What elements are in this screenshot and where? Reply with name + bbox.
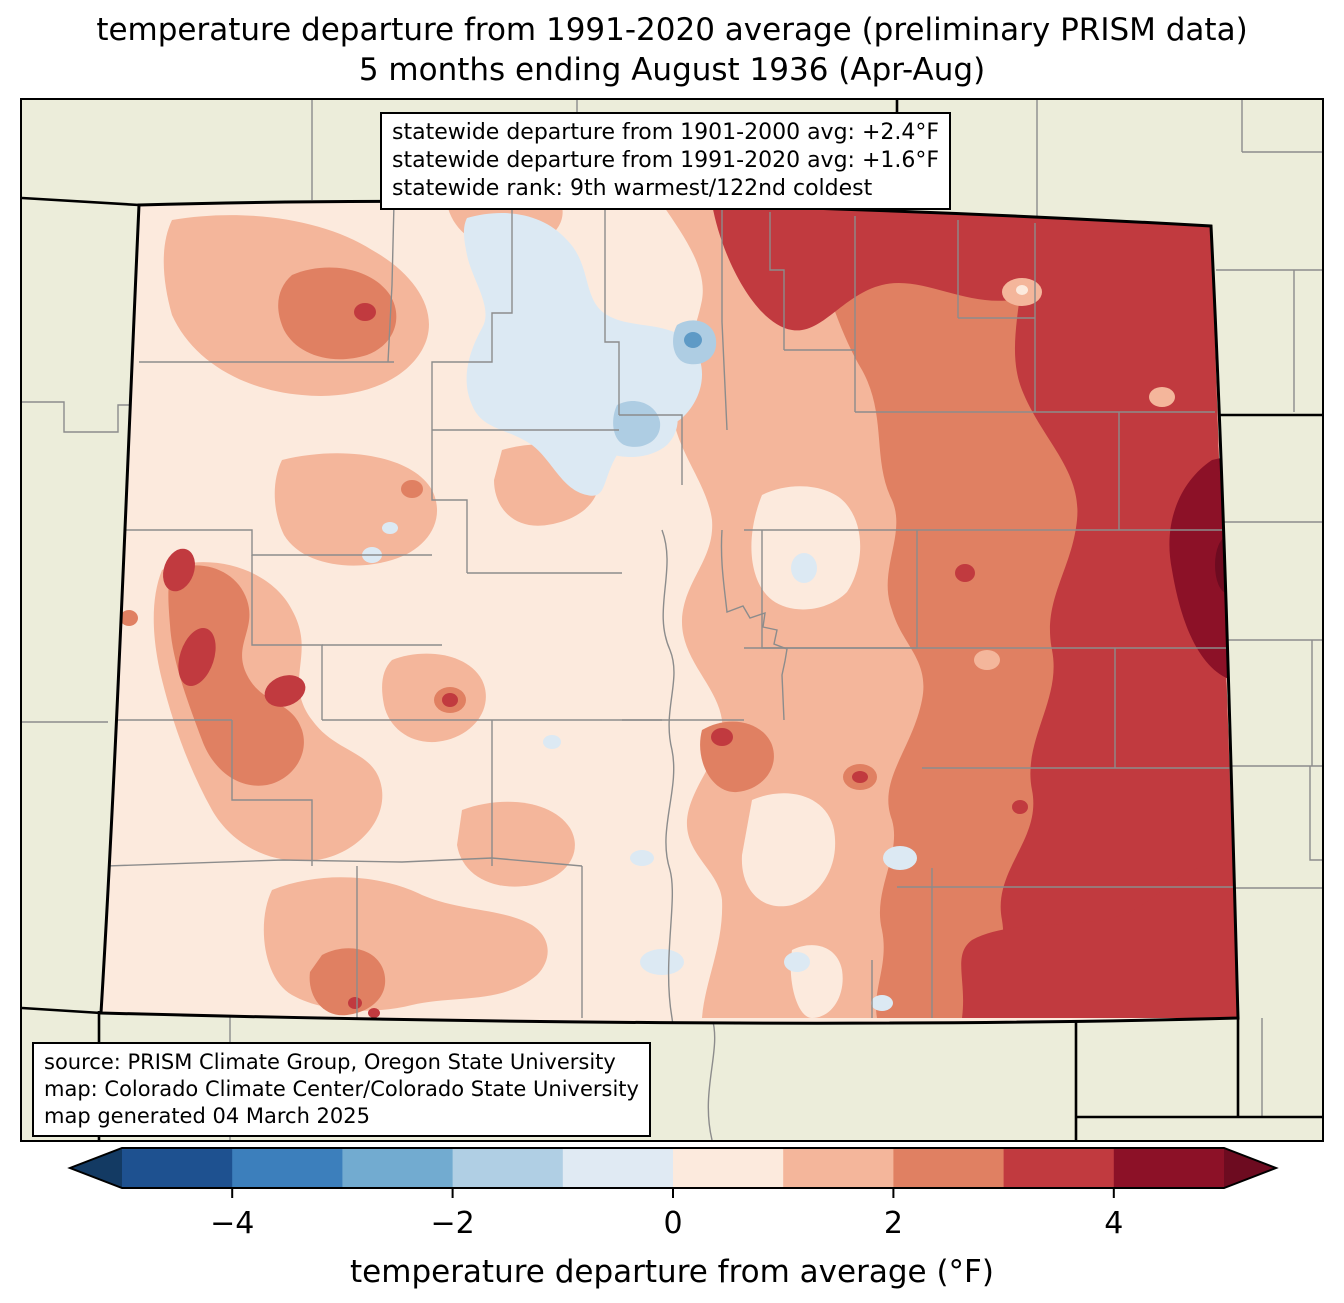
title-line-2: 5 months ending August 1936 (Apr-Aug) [358, 52, 986, 88]
colorbar-segment [1003, 1148, 1115, 1188]
colorbar-tick-label: −2 [430, 1206, 474, 1241]
county-lines [105, 202, 1234, 1024]
source-line-1: source: PRISM Climate Group, Oregon Stat… [44, 1050, 616, 1074]
temperature-field [101, 201, 1238, 1024]
colorbar-tick-label: 0 [663, 1206, 682, 1241]
colorbar-segment [122, 1148, 233, 1188]
map-panel: statewide departure from 1901-2000 avg: … [20, 98, 1324, 1142]
colorbar-arrow-under [70, 1148, 122, 1188]
stats-line-2: statewide departure from 1991-2020 avg: … [392, 148, 940, 173]
colorbar-axis-label: temperature departure from average (°F) [350, 1254, 994, 1290]
neighbor-county-lines [22, 100, 1322, 1140]
colorbar-segments [70, 1148, 1276, 1188]
colorbar-segment [342, 1148, 454, 1188]
colorbar-segment [673, 1148, 784, 1188]
colorado-map-svg [22, 100, 1322, 1140]
stats-box: statewide departure from 1901-2000 avg: … [380, 112, 952, 210]
source-line-3: map generated 04 March 2025 [44, 1104, 371, 1128]
colorbar-segment [452, 1148, 564, 1188]
colorbar-outline [67, 1147, 1279, 1189]
stats-line-1: statewide departure from 1901-2000 avg: … [392, 120, 940, 145]
colorbar-segment [783, 1148, 894, 1188]
figure-title: temperature departure from 1991-2020 ave… [0, 10, 1344, 90]
colorbar-arrow-over [1224, 1148, 1276, 1188]
colorbar-tick-label: −4 [210, 1206, 254, 1241]
source-line-2: map: Colorado Climate Center/Colorado St… [44, 1077, 639, 1101]
colorbar-segment [232, 1148, 343, 1188]
colorbar-tick-label: 2 [884, 1206, 903, 1241]
colorbar-ticks: −4 −2 0 2 4 [210, 1188, 1123, 1241]
source-box: source: PRISM Climate Group, Oregon Stat… [32, 1042, 651, 1137]
colorbar-segment [562, 1148, 674, 1188]
colorbar-tick-label: 4 [1104, 1206, 1123, 1241]
title-line-1: temperature departure from 1991-2020 ave… [96, 12, 1248, 48]
colorbar-segment [1113, 1148, 1225, 1188]
colorbar-segment [893, 1148, 1005, 1188]
stats-line-3: statewide rank: 9th warmest/122nd coldes… [392, 176, 873, 201]
colorbar: −4 −2 0 2 4 temperature departure from avera… [0, 1140, 1344, 1299]
